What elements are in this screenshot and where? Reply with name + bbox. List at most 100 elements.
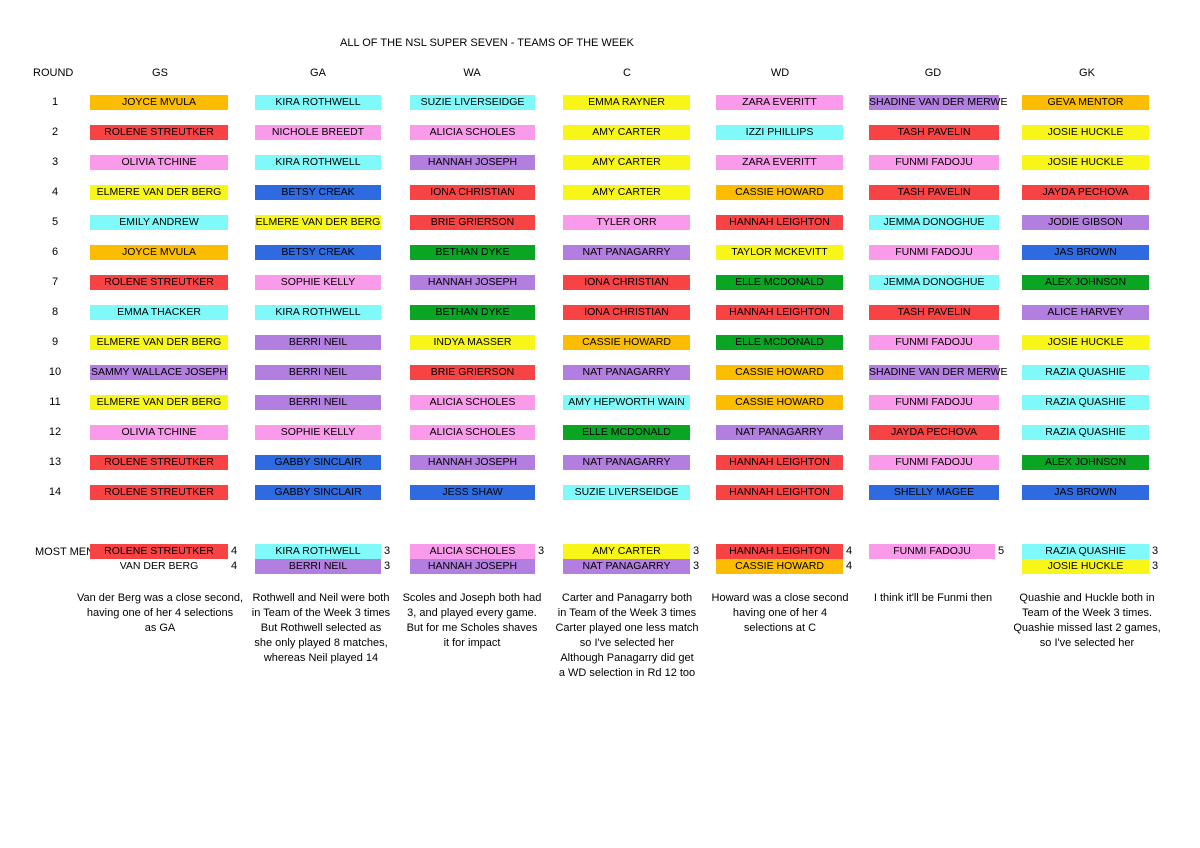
player-cell-gk: JAS BROWN xyxy=(1022,485,1149,500)
player-cell-wd: CASSIE HOWARD xyxy=(716,185,843,200)
player-cell-ga: BERRI NEIL xyxy=(255,365,381,380)
player-cell-gs: ELMERE VAN DER BERG xyxy=(90,395,228,410)
mention-count: 3 xyxy=(384,560,391,572)
player-cell-gk: ALEX JOHNSON xyxy=(1022,275,1149,290)
player-cell-wd: CASSIE HOWARD xyxy=(716,365,843,380)
player-cell-gk: ALICE HARVEY xyxy=(1022,305,1149,320)
player-cell-ga: BERRI NEIL xyxy=(255,395,381,410)
player-cell-gd: SHADINE VAN DER MERWE xyxy=(869,95,1008,110)
player-cell-c: TYLER ORR xyxy=(563,215,690,230)
note-line: Carter played one less match xyxy=(555,622,699,634)
note-line: I think it'll be Funmi then xyxy=(873,592,993,604)
note-line: having one of her 4 xyxy=(732,607,828,619)
selection-note-ga: Rothwell and Neil were both in Team of th… xyxy=(237,591,405,666)
player-cell-gk: RAZIA QUASHIE xyxy=(1022,425,1149,440)
mention-count: 3 xyxy=(1152,545,1159,557)
note-line: Team of the Week 3 times. xyxy=(1021,607,1153,619)
player-cell-gk: GEVA MENTOR xyxy=(1022,95,1149,110)
note-line: so I've selected her xyxy=(1039,637,1135,649)
sheet-title: ALL OF THE NSL SUPER SEVEN - TEAMS OF TH… xyxy=(340,37,634,49)
most-mentions-player-gs: ROLENE STREUTKER xyxy=(90,544,228,559)
note-line: Van der Berg was a close second, xyxy=(76,592,244,604)
player-cell-c: NAT PANAGARRY xyxy=(563,365,690,380)
player-cell-wd: IZZI PHILLIPS xyxy=(716,125,843,140)
selection-note-gd: I think it'll be Funmi then xyxy=(849,591,1017,606)
player-cell-wa: JESS SHAW xyxy=(410,485,535,500)
player-cell-wa: BETHAN DYKE xyxy=(410,245,535,260)
mention-count: 3 xyxy=(1152,560,1159,572)
player-cell-gd: FUNMI FADOJU xyxy=(869,455,999,470)
player-cell-wa: ALICIA SCHOLES xyxy=(410,395,535,410)
most-mentions-player-ga: KIRA ROTHWELL xyxy=(255,544,381,559)
note-line: having one of her 4 selections xyxy=(86,607,234,619)
player-cell-ga: SOPHIE KELLY xyxy=(255,425,381,440)
note-line: Quashie and Huckle both in xyxy=(1019,592,1155,604)
player-cell-ga: BERRI NEIL xyxy=(255,335,381,350)
round-number: 4 xyxy=(51,186,59,198)
player-cell-gd: SHADINE VAN DER MERWE xyxy=(869,365,1008,380)
player-cell-gs: ROLENE STREUTKER xyxy=(90,275,228,290)
note-line: selections at C xyxy=(743,622,817,634)
most-mentions-player-wa: HANNAH JOSEPH xyxy=(410,559,535,574)
player-cell-gd: TASH PAVELIN xyxy=(869,305,999,320)
player-cell-gd: SHELLY MAGEE xyxy=(869,485,999,500)
position-header-wd: WD xyxy=(770,67,790,79)
player-cell-gs: OLIVIA TCHINE xyxy=(90,155,228,170)
mention-count: 4 xyxy=(846,545,853,557)
player-cell-wd: HANNAH LEIGHTON xyxy=(716,455,843,470)
most-mentions-player-wd: CASSIE HOWARD xyxy=(716,559,843,574)
mention-count: 4 xyxy=(231,560,238,572)
player-cell-wd: HANNAH LEIGHTON xyxy=(716,215,843,230)
player-cell-gd: JEMMA DONOGHUE xyxy=(869,215,999,230)
player-cell-c: IONA CHRISTIAN xyxy=(563,305,690,320)
most-mentions-label: MOST MEN xyxy=(35,546,95,558)
position-header-gk: GK xyxy=(1079,67,1095,79)
selection-note-c: Carter and Panagarry both in Team of the … xyxy=(543,591,711,681)
selection-note-wa: Scoles and Joseph both had 3, and played … xyxy=(388,591,556,651)
position-header-gs: GS xyxy=(152,67,168,79)
note-line: in Team of the Week 3 times xyxy=(251,607,391,619)
note-line: 3, and played every game. xyxy=(407,607,537,619)
selection-note-gs: Van der Berg was a close second, having o… xyxy=(76,591,244,636)
note-line: she only played 8 matches, xyxy=(254,637,388,649)
player-cell-ga: GABBY SINCLAIR xyxy=(255,485,381,500)
note-line: so I've selected her xyxy=(579,637,675,649)
note-line: Carter and Panagarry both xyxy=(561,592,693,604)
most-mentions-player-gk: RAZIA QUASHIE xyxy=(1022,544,1149,559)
mention-count: 3 xyxy=(384,545,391,557)
round-number: 11 xyxy=(49,396,61,408)
most-mentions-player-ga: BERRI NEIL xyxy=(255,559,381,574)
mention-count: 3 xyxy=(693,545,700,557)
round-number: 10 xyxy=(48,366,62,378)
round-number: 6 xyxy=(51,246,59,258)
player-cell-gd: TASH PAVELIN xyxy=(869,185,999,200)
player-cell-wd: ELLE MCDONALD xyxy=(716,275,843,290)
note-line: Rothwell and Neil were both xyxy=(252,592,390,604)
note-line: Howard was a close second xyxy=(711,592,849,604)
player-cell-ga: GABBY SINCLAIR xyxy=(255,455,381,470)
note-line: Although Panagarry did get xyxy=(560,652,694,664)
player-cell-ga: BETSY CREAK xyxy=(255,185,381,200)
note-line: Scoles and Joseph both had xyxy=(402,592,542,604)
mention-count: 3 xyxy=(693,560,700,572)
selection-note-wd: Howard was a close second having one of h… xyxy=(696,591,864,636)
player-cell-c: SUZIE LIVERSEIDGE xyxy=(563,485,690,500)
note-line: But Rothwell selected as xyxy=(260,622,382,634)
player-cell-c: CASSIE HOWARD xyxy=(563,335,690,350)
note-line: But for me Scholes shaves xyxy=(406,622,538,634)
player-cell-c: AMY CARTER xyxy=(563,185,690,200)
position-header-ga: GA xyxy=(310,67,326,79)
player-cell-gd: TASH PAVELIN xyxy=(869,125,999,140)
note-line: in Team of the Week 3 times xyxy=(557,607,697,619)
player-cell-c: NAT PANAGARRY xyxy=(563,245,690,260)
round-number: 3 xyxy=(51,156,59,168)
round-number: 5 xyxy=(51,216,59,228)
round-number: 14 xyxy=(48,486,62,498)
note-line: Quashie missed last 2 games, xyxy=(1013,622,1161,634)
player-cell-gk: ALEX JOHNSON xyxy=(1022,455,1149,470)
selection-note-gk: Quashie and Huckle both in Team of the We… xyxy=(1003,591,1171,651)
player-cell-gk: JODIE GIBSON xyxy=(1022,215,1149,230)
mention-count: 3 xyxy=(538,545,545,557)
most-mentions-player-c: NAT PANAGARRY xyxy=(563,559,690,574)
player-cell-gs: ROLENE STREUTKER xyxy=(90,455,228,470)
